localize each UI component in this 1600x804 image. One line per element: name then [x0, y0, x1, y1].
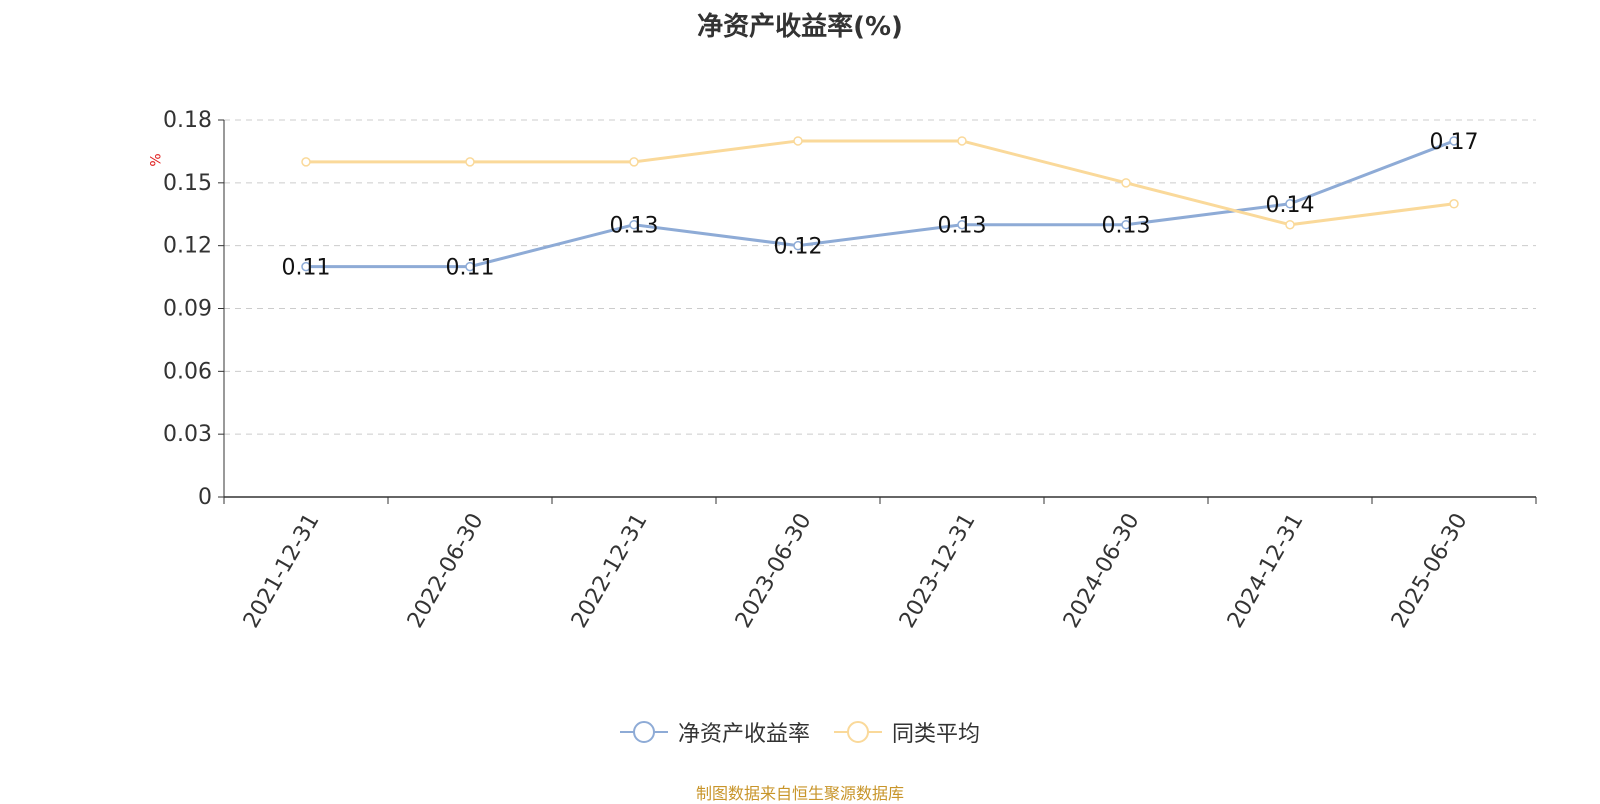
series-0-point	[1285, 199, 1295, 209]
series-1-point	[957, 136, 967, 146]
legend-item-peer-average[interactable]: 同类平均	[834, 716, 980, 748]
grid-lines	[224, 119, 1536, 435]
data-label: 0.13	[1102, 214, 1151, 239]
y-tick-label: 0.06	[163, 359, 212, 384]
legend: 净资产收益率 同类平均	[0, 716, 1600, 748]
series-0-point	[1121, 219, 1131, 230]
x-tick-label: 2024-12-31	[1223, 509, 1309, 632]
data-labels: 0.11 0.11 0.13 0.12 0.13 0.13 0.14 0.17	[282, 130, 1479, 281]
series-line-0	[306, 139, 1455, 269]
series-1-point	[1121, 178, 1131, 188]
series-1-point	[1449, 199, 1459, 209]
series-0-point	[301, 261, 311, 272]
data-label: 0.14	[1266, 193, 1315, 218]
axes: 0 0.03 0.06 0.09 0.12 0.15 0.18 2021-12-31 2022-…	[163, 108, 1537, 632]
data-source-note: 制图数据来自恒生聚源数据库	[695, 784, 904, 803]
legend-item-roe[interactable]: 净资产收益率	[619, 716, 810, 748]
legend-marker-roe	[619, 720, 668, 744]
chart-title: 净资产收益率(%)	[697, 12, 903, 42]
y-tick-label: 0.18	[163, 108, 212, 133]
x-tick-label: 2023-12-31	[895, 509, 981, 632]
series-0-point	[957, 219, 967, 230]
data-label: 0.11	[282, 256, 331, 281]
data-label: 0.17	[1430, 130, 1479, 155]
y-tick-label: 0.03	[163, 422, 212, 447]
legend-label-roe: 净资产收益率	[677, 722, 810, 747]
x-tick-label: 2022-12-31	[567, 509, 653, 632]
y-tick-label: 0.12	[163, 234, 212, 259]
legend-label-peer-average: 同类平均	[892, 722, 981, 747]
series-1-point	[629, 157, 639, 167]
series-1-point	[793, 136, 803, 146]
series-0-point	[629, 219, 639, 230]
series-1-point	[1285, 219, 1295, 230]
x-tick-label: 2024-06-30	[1059, 509, 1145, 632]
data-label: 0.13	[938, 214, 987, 239]
series-0-point	[793, 240, 803, 251]
data-label: 0.13	[610, 214, 659, 239]
x-tick-label: 2022-06-30	[403, 509, 489, 632]
x-tick-label: 2025-06-30	[1387, 509, 1473, 632]
y-tick-label: 0.15	[163, 171, 212, 196]
series-1-point	[301, 157, 311, 167]
series-1-point	[465, 157, 475, 167]
series-lines	[301, 136, 1459, 272]
x-tick-label: 2023-06-30	[731, 509, 817, 632]
series-0-point	[1449, 136, 1459, 146]
data-label: 0.11	[446, 256, 495, 281]
y-tick-label: 0.09	[163, 297, 212, 322]
y-tick-label: 0	[198, 485, 212, 510]
data-label: 0.12	[774, 235, 823, 260]
series-line-1	[306, 139, 1455, 227]
legend-marker-peer-average	[834, 720, 882, 744]
x-tick-label: 2021-12-31	[239, 509, 325, 632]
series-0-point	[465, 261, 475, 272]
